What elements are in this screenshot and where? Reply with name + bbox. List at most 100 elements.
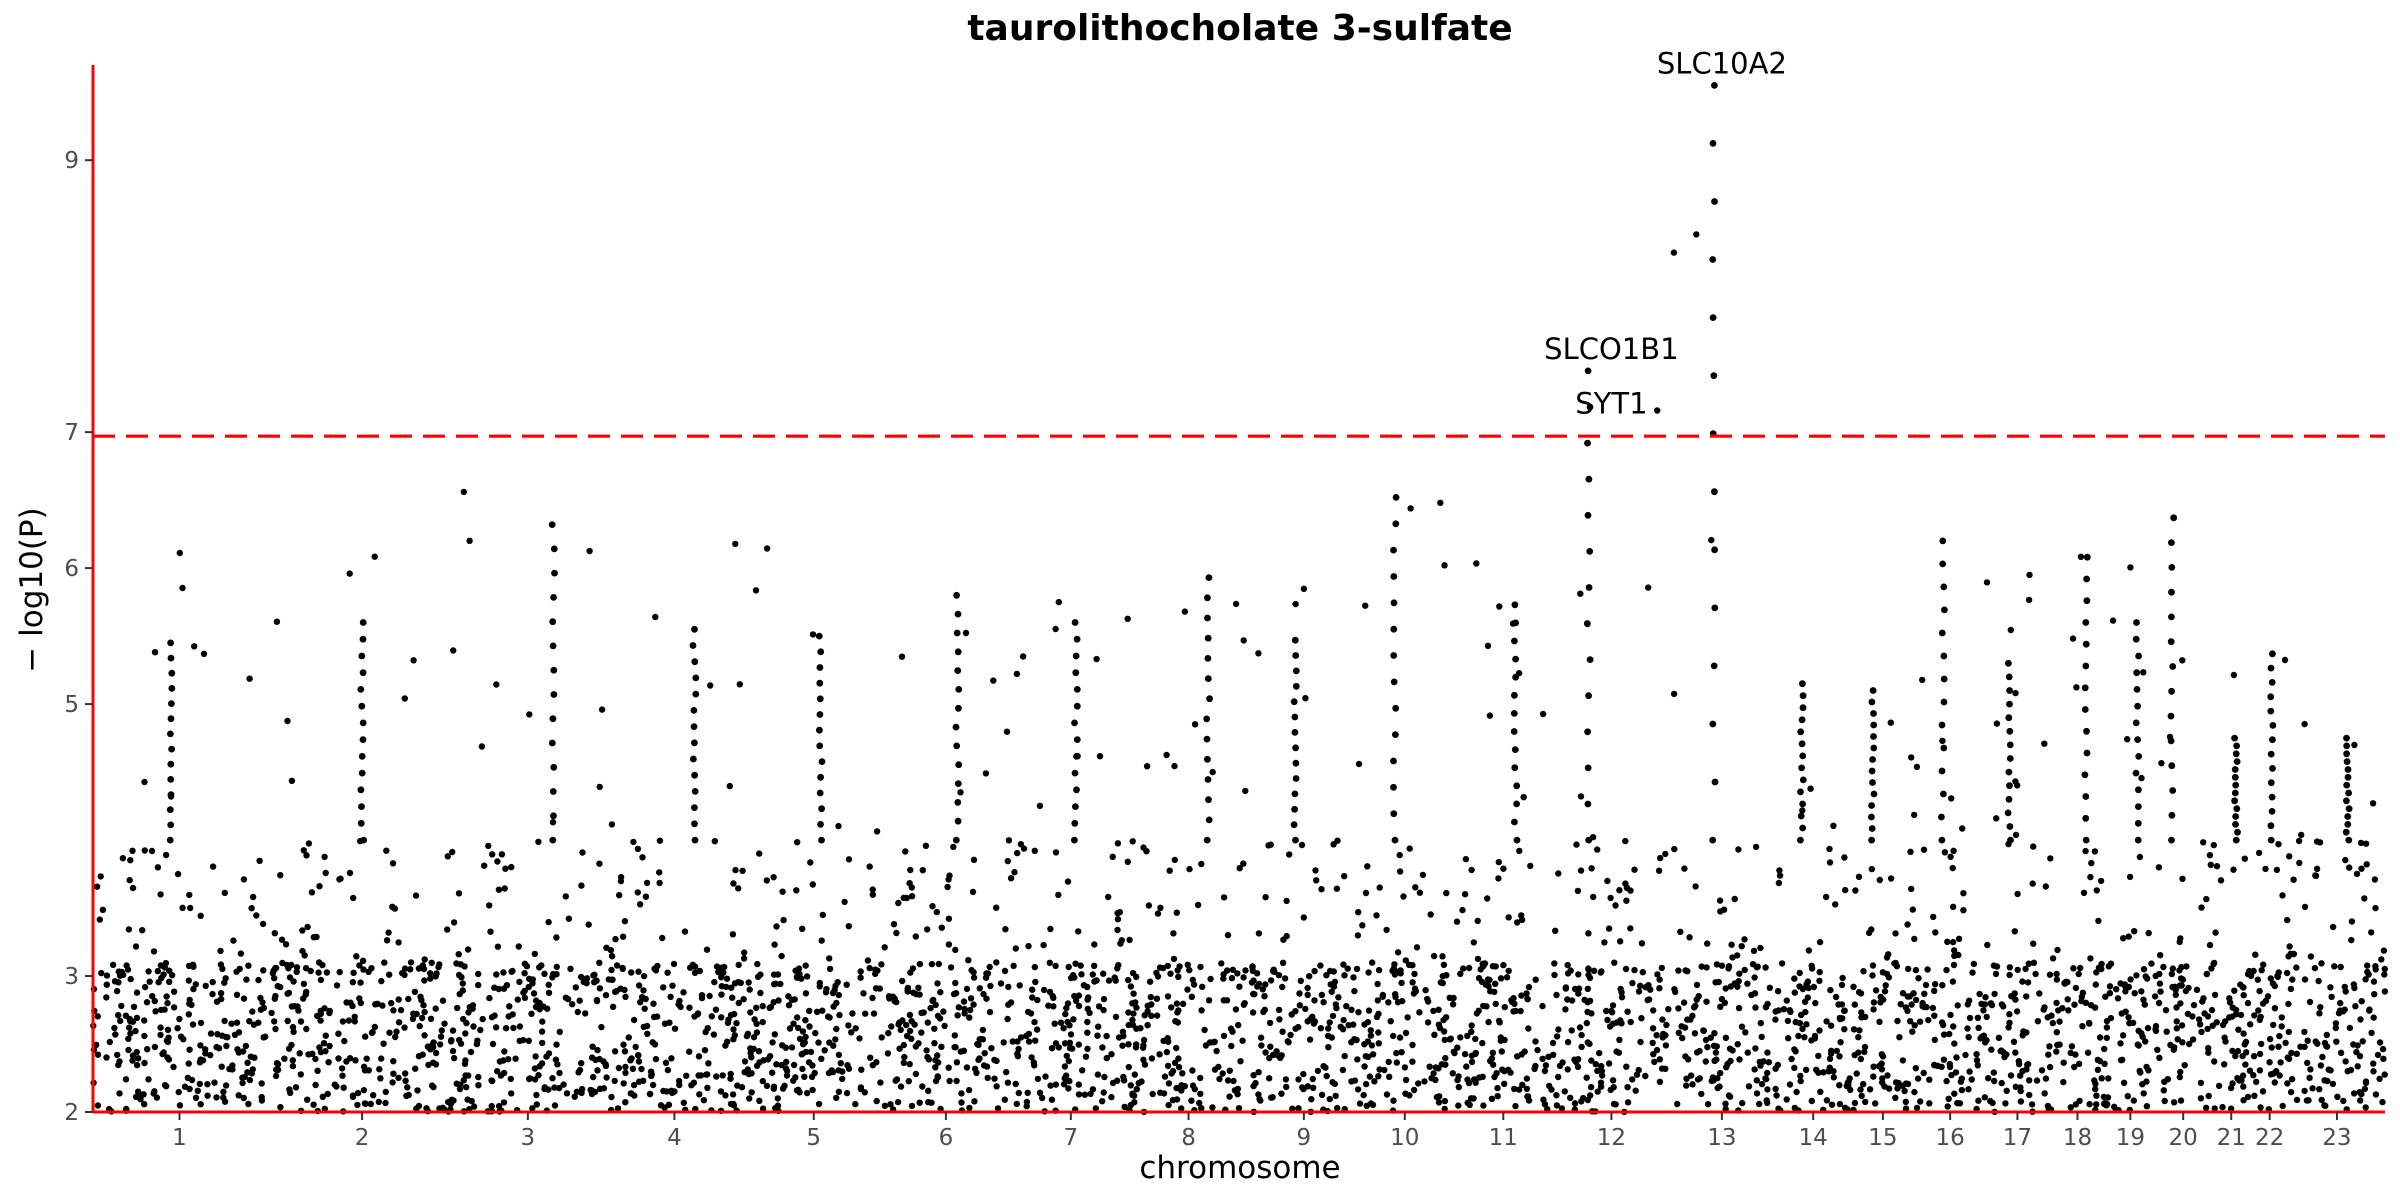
snp-point	[441, 1020, 448, 1027]
snp-point	[720, 969, 727, 976]
snp-point	[257, 1006, 265, 1013]
snp-point	[192, 981, 199, 988]
snp-point	[103, 994, 110, 1001]
snp-point	[2204, 1025, 2211, 1033]
snp-point	[1852, 887, 1859, 894]
snp-point	[649, 1081, 657, 1089]
snp-point	[407, 959, 415, 966]
snp-point	[2022, 965, 2029, 973]
snp-point	[745, 979, 752, 986]
snp-point	[1189, 1067, 1196, 1074]
snp-point	[1983, 1013, 1990, 1021]
snp-point	[305, 840, 313, 847]
snp-point	[2200, 995, 2207, 1002]
snp-point	[1286, 851, 1293, 858]
snp-point	[1805, 984, 1812, 992]
snp-point	[620, 1080, 627, 1087]
snp-point	[1722, 1100, 1729, 1108]
snp-point	[945, 915, 953, 922]
snp-point	[1092, 1105, 1100, 1112]
snp-point	[2341, 983, 2348, 991]
snp-point	[832, 1036, 839, 1043]
snp-point	[1523, 990, 1530, 997]
snp-point	[170, 988, 178, 995]
snp-point	[465, 1009, 472, 1016]
snp-point	[605, 976, 612, 983]
snp-point	[2353, 870, 2361, 878]
snp-point	[2295, 837, 2303, 845]
snp-point	[1031, 1018, 1038, 1026]
snp-point	[167, 730, 174, 738]
snp-point	[2002, 1100, 2009, 1107]
snp-point	[2370, 1068, 2377, 1075]
snp-point	[668, 1055, 675, 1062]
snp-point	[741, 1058, 749, 1065]
snp-point	[1457, 970, 1464, 977]
snp-point	[1516, 1086, 1523, 1093]
snp-point	[1517, 1007, 1524, 1015]
snp-point	[1459, 906, 1466, 914]
snp-point	[1036, 802, 1044, 810]
snp-point	[1036, 1089, 1044, 1097]
snp-point	[815, 1039, 822, 1046]
snp-point	[467, 1048, 475, 1056]
snp-point	[2368, 1029, 2375, 1037]
snp-point	[824, 1013, 832, 1020]
snp-point	[123, 962, 130, 969]
snp-point	[692, 674, 700, 682]
snp-point	[2364, 962, 2371, 969]
snp-point	[802, 1048, 810, 1056]
snp-point	[695, 1053, 703, 1060]
snp-point	[965, 957, 972, 964]
snp-point	[769, 1039, 776, 1046]
snp-point	[592, 1056, 599, 1064]
snp-point	[2345, 805, 2353, 813]
snp-point	[1577, 793, 1585, 800]
snp-point	[1512, 619, 1519, 627]
snp-point	[312, 1081, 319, 1089]
snp-point	[1480, 1002, 1487, 1010]
snp-point	[745, 1070, 753, 1078]
snp-point	[357, 979, 364, 986]
snp-point	[228, 1020, 235, 1027]
snp-point	[1586, 997, 1594, 1004]
snp-point	[1860, 968, 1867, 975]
snp-point	[1756, 1100, 1763, 1108]
snp-point	[1596, 1049, 1603, 1057]
snp-point	[945, 1064, 952, 1071]
snp-point	[1518, 912, 1525, 919]
snp-point	[970, 1001, 977, 1008]
snp-point	[1100, 1006, 1107, 1014]
snp-point	[711, 978, 718, 986]
snp-point	[635, 982, 643, 989]
snp-point	[803, 1089, 811, 1097]
snp-point	[686, 1004, 693, 1011]
snp-point	[353, 953, 360, 960]
snp-point	[2213, 863, 2221, 870]
snp-point	[98, 969, 105, 977]
snp-point	[1637, 1038, 1644, 1046]
snp-point	[1590, 893, 1597, 901]
snp-point	[1799, 704, 1807, 712]
snp-point	[834, 979, 841, 986]
snp-point	[246, 1076, 254, 1084]
snp-point	[2259, 1000, 2267, 1007]
snp-point	[1836, 1100, 1844, 1108]
snp-point	[395, 1074, 402, 1082]
snp-point	[2097, 877, 2105, 885]
snp-point	[1386, 1073, 1393, 1081]
snp-point	[320, 1040, 328, 1047]
snp-point	[317, 976, 325, 984]
snp-point	[271, 975, 278, 982]
snp-point	[1383, 1091, 1391, 1098]
snp-point	[667, 993, 674, 1000]
snp-point	[362, 1100, 369, 1107]
snp-point	[2278, 1014, 2285, 1021]
snp-point	[218, 995, 225, 1003]
snp-point	[1899, 1057, 1907, 1064]
snp-point	[900, 1059, 907, 1067]
snp-point	[1741, 966, 1748, 974]
snp-point	[809, 881, 816, 888]
snp-point	[2256, 987, 2263, 995]
snp-point	[1144, 1021, 1151, 1029]
